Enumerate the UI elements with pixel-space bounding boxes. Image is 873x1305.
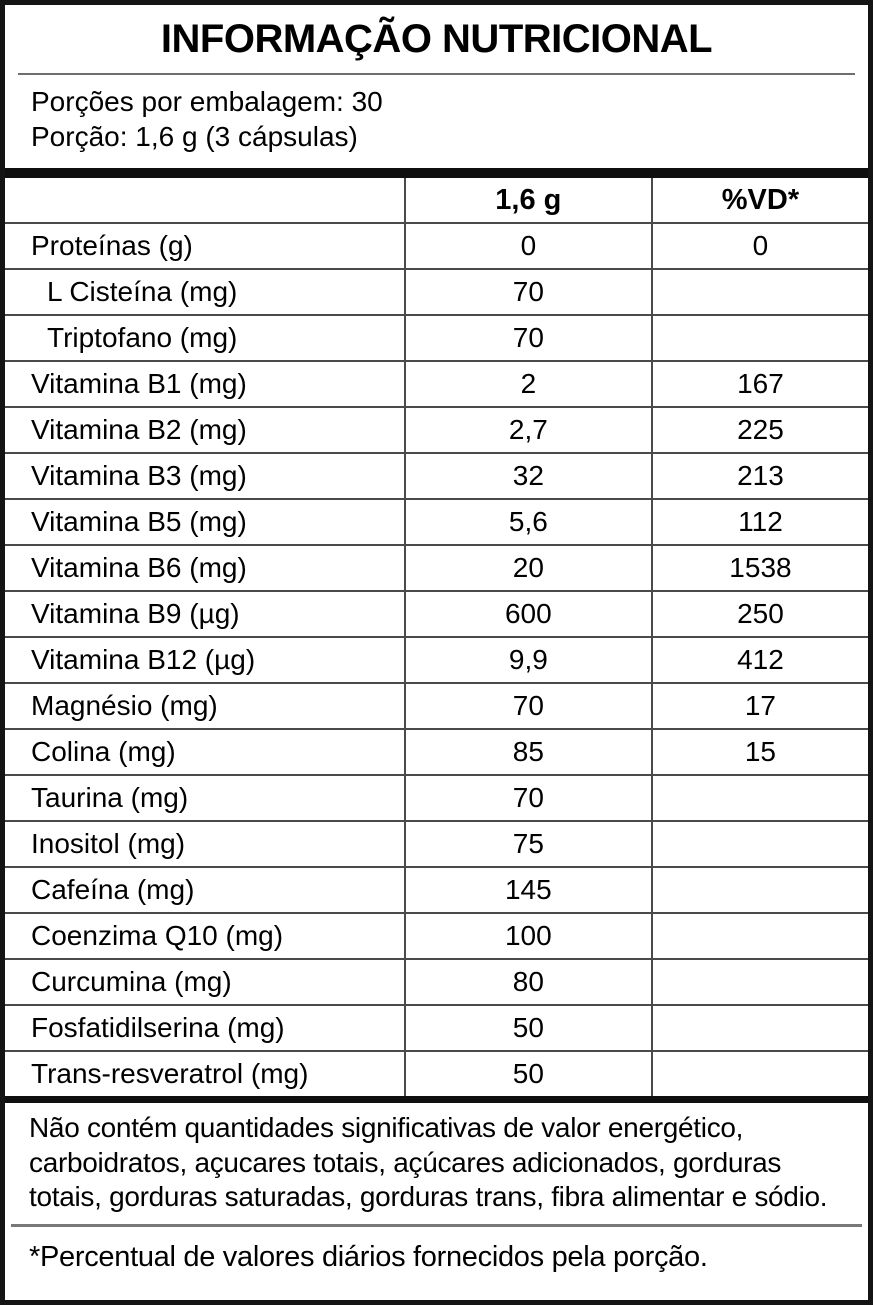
nutrient-dv: 0 [650,223,868,270]
nutrient-name: Proteínas (g) [5,223,405,270]
nutrient-name: Vitamina B9 (µg) [5,591,405,638]
table-bottom-bar [5,1096,868,1103]
nutrient-amount: 20 [403,545,652,592]
nutrient-amount: 9,9 [403,637,652,684]
nutrient-name: Inositol (mg) [5,821,405,868]
nutrient-row: Proteínas (g) 0 0 [5,223,868,270]
nutrient-dv [650,821,868,868]
nutrient-amount: 70 [403,683,652,730]
nutrient-amount: 50 [403,1005,652,1052]
page-title: INFORMAÇÃO NUTRICIONAL [160,17,713,61]
nutrient-dv: 15 [650,729,868,776]
table-top-bar [5,168,868,178]
nutrient-dv [650,867,868,914]
nutrient-dv [650,1005,868,1052]
servings-per-package: Porções por embalagem: 30 [31,86,383,117]
nutrient-dv: 412 [650,637,868,684]
nutrient-dv: 17 [650,683,868,730]
nutrient-amount: 2 [403,361,652,408]
nutrient-row: Coenzima Q10 (mg) 100 [5,913,868,960]
nutrient-column-header [5,178,405,224]
nutrient-amount: 50 [403,1051,652,1096]
nutrient-row: Vitamina B6 (mg) 20 1538 [5,545,868,592]
nutrient-amount: 75 [403,821,652,868]
nutrient-name: Colina (mg) [5,729,405,776]
nutrient-amount: 145 [403,867,652,914]
nutrient-row: Triptofano (mg) 70 [5,315,868,362]
nutrient-amount: 85 [403,729,652,776]
nutrient-name: Vitamina B3 (mg) [5,453,405,500]
nutrient-name: Triptofano (mg) [5,315,405,362]
nutrient-dv: 213 [650,453,868,500]
nutrient-name: Cafeína (mg) [5,867,405,914]
table-header-row: 1,6 g %VD* [5,178,868,224]
nutrient-rows: Proteínas (g) 0 0 L Cisteína (mg) 70 Triptofa… [5,223,868,1096]
nutrient-row: Vitamina B12 (µg) 9,9 412 [5,637,868,684]
nutrient-row: Fosfatidilserina (mg) 50 [5,1005,868,1052]
nutrient-row: Vitamina B5 (mg) 5,6 112 [5,499,868,546]
nutrient-dv: 250 [650,591,868,638]
nutrient-dv [650,775,868,822]
nutrient-row: Vitamina B2 (mg) 2,7 225 [5,407,868,454]
nutrient-dv [650,913,868,960]
nutrient-row: Cafeína (mg) 145 [5,867,868,914]
nutrient-name: Coenzima Q10 (mg) [5,913,405,960]
no-significant-amounts-note: Não contém quantidades significativas de… [29,1112,828,1212]
nutrient-dv: 225 [650,407,868,454]
nutrient-amount: 5,6 [403,499,652,546]
nutrient-row: Inositol (mg) 75 [5,821,868,868]
serving-size: Porção: 1,6 g (3 cápsulas) [31,121,358,152]
amount-column-header: 1,6 g [403,178,652,224]
nutrition-table: 1,6 g %VD* Proteínas (g) 0 0 L Cisteína (mg… [5,178,868,1096]
nutrient-name: L Cisteína (mg) [5,269,405,316]
nutrient-row: Magnésio (mg) 70 17 [5,683,868,730]
nutrient-row: Trans-resveratrol (mg) 50 [5,1051,868,1096]
nutrient-row: Vitamina B9 (µg) 600 250 [5,591,868,638]
nutrient-dv: 167 [650,361,868,408]
nutrient-row: L Cisteína (mg) 70 [5,269,868,316]
nutrient-name: Vitamina B5 (mg) [5,499,405,546]
nutrient-row: Colina (mg) 85 15 [5,729,868,776]
nutrient-dv [650,315,868,362]
nutrient-dv [650,959,868,1006]
nutrient-dv [650,269,868,316]
nutrient-dv: 1538 [650,545,868,592]
nutrient-amount: 600 [403,591,652,638]
nutrient-amount: 100 [403,913,652,960]
nutrient-amount: 70 [403,775,652,822]
nutrient-amount: 2,7 [403,407,652,454]
nutrient-row: Taurina (mg) 70 [5,775,868,822]
nutrient-name: Curcumina (mg) [5,959,405,1006]
dv-column-header: %VD* [650,178,868,224]
nutrient-amount: 80 [403,959,652,1006]
nutrient-name: Taurina (mg) [5,775,405,822]
nutrient-name: Trans-resveratrol (mg) [31,1058,309,1089]
nutrient-amount: 0 [403,223,652,270]
nutrient-row: Vitamina B3 (mg) 32 213 [5,453,868,500]
nutrient-amount: 32 [403,453,652,500]
nutrient-dv [650,1051,868,1096]
nutrient-dv: 112 [650,499,868,546]
notes-divider [11,1223,862,1227]
nutrient-amount: 70 [403,269,652,316]
title-divider [18,73,855,75]
nutrient-name: Magnésio (mg) [5,683,405,730]
daily-values-footnote: *Percentual de valores diários fornecido… [29,1240,708,1273]
nutrient-row: Vitamina B1 (mg) 2 167 [5,361,868,408]
nutrient-amount: 70 [403,315,652,362]
nutrient-name: Vitamina B12 (µg) [5,637,405,684]
nutrient-name: Vitamina B1 (mg) [5,361,405,408]
nutrient-name: Vitamina B6 (mg) [5,545,405,592]
nutrient-name: Fosfatidilserina (mg) [5,1005,405,1052]
nutrient-name: Vitamina B2 (mg) [5,407,405,454]
nutrient-row: Curcumina (mg) 80 [5,959,868,1006]
serving-info: Porções por embalagem: 30 Porção: 1,6 g … [5,75,868,168]
